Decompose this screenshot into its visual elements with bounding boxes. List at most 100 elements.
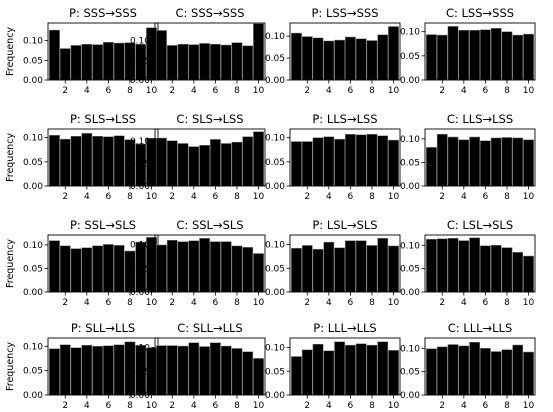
y-tick-label: 0.05 xyxy=(400,368,420,378)
x-tick-label: 6 xyxy=(348,401,354,411)
bar-bin-3 xyxy=(312,343,324,396)
bar-bin-1 xyxy=(156,137,167,187)
x-tick-label: 8 xyxy=(369,401,375,411)
panel-11: 2 4 6 8 10 0.00 0.05 0.10 P: LSL→SLS xyxy=(265,218,401,308)
y-tick-label: 0.00 xyxy=(400,76,420,86)
axes-frame xyxy=(289,234,401,293)
bar-bin-5 xyxy=(334,138,345,187)
bar-bin-4 xyxy=(188,240,200,293)
bar-bin-8 xyxy=(366,40,378,81)
x-tick-label: 2 xyxy=(304,298,310,308)
bar-bin-1 xyxy=(426,348,437,396)
bar-bin-1 xyxy=(291,141,302,187)
bar-bin-4 xyxy=(458,139,470,187)
bar-bin-10 xyxy=(388,245,399,293)
y-tick-label: 0.05 xyxy=(23,264,43,274)
y-tick-label: 0.05 xyxy=(265,264,285,274)
bar-bin-9 xyxy=(512,34,524,81)
x-tick-label: 4 xyxy=(84,401,90,411)
axes-frame xyxy=(154,22,266,81)
bar-bin-7 xyxy=(220,143,232,187)
y-tick-label: 0.00 xyxy=(23,76,43,86)
panel-title: P: SSS→SSS xyxy=(69,6,137,20)
bar-bin-1 xyxy=(156,30,167,81)
y-tick-label: 0.00 xyxy=(130,76,150,86)
y-tick-label: 0.00 xyxy=(23,288,43,298)
bar-bin-7 xyxy=(220,345,232,396)
x-tick-label: 8 xyxy=(234,192,240,202)
bar-bin-7 xyxy=(220,241,232,293)
bar-bin-1 xyxy=(49,29,60,81)
x-tick-label: 4 xyxy=(191,192,197,202)
bar-bin-1 xyxy=(426,238,437,293)
bar-bin-5 xyxy=(469,30,480,81)
y-tick-label: 0.10 xyxy=(130,37,150,47)
bar-bin-10 xyxy=(523,351,534,396)
x-tick-label: 6 xyxy=(483,86,489,96)
bar-bin-8 xyxy=(231,141,243,187)
axes-frame xyxy=(289,22,401,81)
bar-bin-3 xyxy=(70,347,82,396)
bar-bin-6 xyxy=(345,344,356,396)
bar-bin-3 xyxy=(177,345,189,396)
bar-bin-5 xyxy=(469,341,480,396)
panel-title: C: LSL→SLS xyxy=(447,218,513,232)
panel-title: C: LSS→SSS xyxy=(446,6,514,20)
y-axis-label: Frequency xyxy=(5,239,16,288)
bar-bin-9 xyxy=(242,351,254,396)
bar-bin-5 xyxy=(92,136,103,187)
x-tick-label: 6 xyxy=(213,86,219,96)
bar-bin-6 xyxy=(103,244,114,293)
x-tick-label: 4 xyxy=(191,401,197,411)
bar-bin-2 xyxy=(59,344,71,396)
y-tick-label: 0.00 xyxy=(130,182,150,192)
x-tick-label: 8 xyxy=(127,86,133,96)
bar-bin-7 xyxy=(113,135,125,187)
x-tick-label: 6 xyxy=(106,86,112,96)
panel-7: 2 4 6 8 10 0.00 0.05 0.10 P: LLS→LSS xyxy=(265,112,401,202)
bar-bin-2 xyxy=(301,36,313,81)
bar-bin-6 xyxy=(345,36,356,81)
bar-bin-3 xyxy=(312,37,324,81)
x-tick-label: 2 xyxy=(62,86,68,96)
panel-title: P: LSS→SSS xyxy=(311,6,378,20)
x-tick-label: 8 xyxy=(234,401,240,411)
bar-bin-4 xyxy=(81,43,93,81)
bar-bin-1 xyxy=(291,248,302,293)
x-tick-label: 4 xyxy=(461,401,467,411)
axes-frame xyxy=(289,128,401,187)
bar-bin-6 xyxy=(480,348,491,396)
bar-bin-9 xyxy=(377,341,389,396)
x-tick-label: 10 xyxy=(253,401,265,411)
y-axis-label: Frequency xyxy=(5,342,16,391)
bar-bin-2 xyxy=(436,133,448,187)
bar-bin-6 xyxy=(210,139,221,187)
bar-bin-10 xyxy=(253,253,264,293)
x-tick-label: 6 xyxy=(106,298,112,308)
bar-bin-6 xyxy=(103,345,114,396)
axes-frame xyxy=(154,128,266,187)
bar-bin-5 xyxy=(199,346,210,396)
y-tick-label: 0.05 xyxy=(23,367,43,377)
bar-bin-10 xyxy=(253,23,264,81)
y-tick-label: 0.05 xyxy=(265,158,285,168)
bar-bin-1 xyxy=(49,348,60,396)
axes-frame xyxy=(289,337,401,396)
bar-bin-10 xyxy=(253,358,264,396)
bar-bin-2 xyxy=(436,346,448,396)
x-tick-label: 2 xyxy=(439,192,445,202)
bar-bin-1 xyxy=(49,135,60,187)
x-tick-label: 2 xyxy=(62,298,68,308)
x-tick-label: 2 xyxy=(169,298,175,308)
x-tick-label: 10 xyxy=(388,401,400,411)
panel-12: 2 4 6 8 10 0.00 0.05 0.10 C: LSL→SLS xyxy=(400,218,536,308)
bar-bin-9 xyxy=(377,34,389,81)
x-tick-label: 10 xyxy=(523,401,535,411)
panel-title: P: LSL→SLS xyxy=(312,218,377,232)
bar-bin-4 xyxy=(458,345,470,396)
bar-bin-6 xyxy=(480,29,491,81)
bar-bin-1 xyxy=(291,32,302,81)
bar-bin-5 xyxy=(92,44,103,81)
bar-bin-4 xyxy=(81,247,93,293)
